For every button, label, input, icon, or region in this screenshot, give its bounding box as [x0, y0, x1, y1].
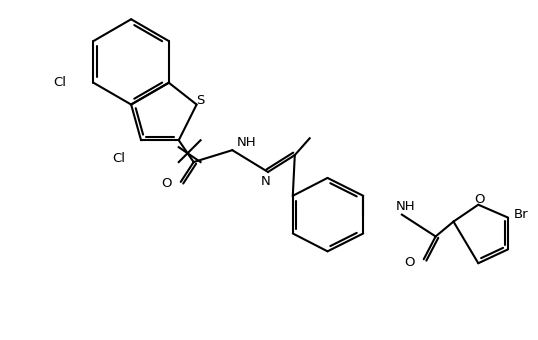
Text: Cl: Cl [113, 152, 126, 165]
Text: O: O [405, 256, 415, 269]
Text: S: S [196, 94, 205, 107]
Text: Br: Br [514, 208, 529, 221]
Text: Cl: Cl [53, 76, 66, 89]
Text: N: N [261, 175, 271, 188]
Text: NH: NH [236, 136, 256, 149]
Text: O: O [161, 177, 172, 190]
Text: NH: NH [396, 200, 415, 213]
Text: O: O [474, 193, 485, 206]
